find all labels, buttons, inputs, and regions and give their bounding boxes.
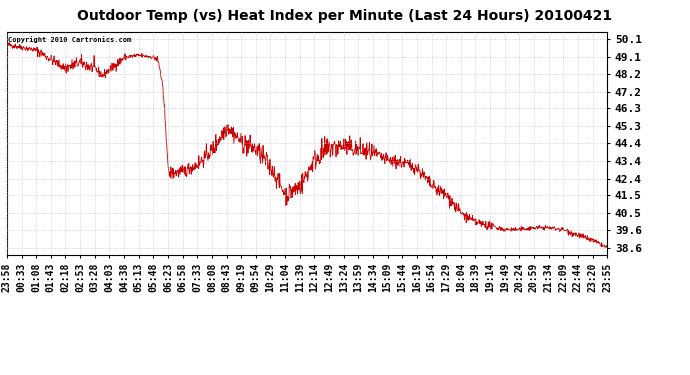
Text: Outdoor Temp (vs) Heat Index per Minute (Last 24 Hours) 20100421: Outdoor Temp (vs) Heat Index per Minute … [77, 9, 613, 23]
Text: Copyright 2010 Cartronics.com: Copyright 2010 Cartronics.com [8, 36, 131, 43]
